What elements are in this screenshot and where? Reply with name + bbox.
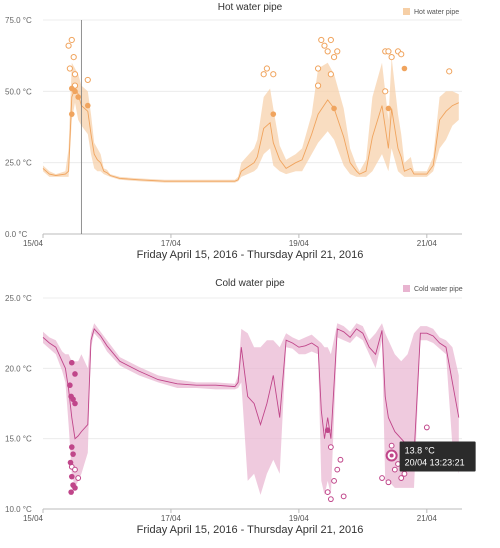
x-tick-label: 19/04 <box>289 239 310 248</box>
min-marker[interactable] <box>388 442 395 449</box>
min-marker[interactable] <box>398 475 405 481</box>
filled-marker[interactable] <box>270 111 277 117</box>
legend[interactable]: Cold water pipe <box>403 285 463 293</box>
y-tick-label: 10.0 °C <box>5 505 32 514</box>
min-marker[interactable] <box>391 466 398 473</box>
max-marker[interactable] <box>84 76 91 84</box>
filled-marker[interactable] <box>68 473 75 480</box>
tooltip: 13.8 °C 20/04 13:23:21 <box>399 441 476 472</box>
legend-swatch[interactable] <box>403 285 410 292</box>
min-marker[interactable] <box>324 489 331 496</box>
min-marker[interactable] <box>401 470 408 477</box>
filled-marker[interactable] <box>68 359 75 366</box>
x-tick-label: 21/04 <box>417 239 438 248</box>
min-marker[interactable] <box>337 456 344 463</box>
filled-marker[interactable] <box>331 105 337 112</box>
filled-marker[interactable] <box>67 382 73 389</box>
filled-marker[interactable] <box>68 444 75 450</box>
filled-marker[interactable] <box>84 102 91 109</box>
max-marker[interactable] <box>321 42 328 49</box>
max-marker[interactable] <box>398 51 405 58</box>
max-marker[interactable] <box>334 48 341 55</box>
tooltip-value: 13.8 °C <box>405 446 436 456</box>
filled-marker[interactable] <box>67 459 74 466</box>
tooltip-box <box>399 441 476 472</box>
max-marker[interactable] <box>388 53 395 61</box>
max-marker[interactable] <box>270 71 277 78</box>
min-marker[interactable] <box>334 466 341 473</box>
min-marker[interactable] <box>423 424 430 431</box>
legend-label: Cold water pipe <box>414 286 463 293</box>
max-marker[interactable] <box>260 71 267 78</box>
max-marker[interactable] <box>318 36 325 44</box>
x-tick-label: 21/04 <box>417 514 438 523</box>
filled-marker[interactable] <box>385 105 392 112</box>
x-tick-label: 15/04 <box>23 514 44 523</box>
filled-marker[interactable] <box>72 88 78 95</box>
range-band <box>43 57 459 183</box>
x-axis-label: Friday April 15, 2016 - Thursday April 2… <box>137 524 364 536</box>
y-tick-label: 15.0 °C <box>5 435 32 444</box>
y-tick-label: 50.0 °C <box>5 87 32 96</box>
filled-marker[interactable] <box>401 65 408 72</box>
y-tick-label: 0.0 °C <box>5 230 28 239</box>
x-tick-label: 17/04 <box>161 239 182 248</box>
series-line <box>42 327 460 457</box>
filled-marker[interactable] <box>68 111 75 117</box>
min-marker[interactable] <box>327 496 334 503</box>
max-marker[interactable] <box>263 65 270 72</box>
filled-marker[interactable] <box>324 427 331 434</box>
legend-swatch[interactable] <box>403 8 410 15</box>
filled-marker[interactable] <box>72 485 78 491</box>
range-band <box>43 323 459 495</box>
x-tick-label: 19/04 <box>289 514 310 523</box>
x-tick-label: 15/04 <box>23 239 44 248</box>
legend[interactable]: Hot water pipe <box>403 8 459 16</box>
min-marker[interactable] <box>327 444 334 451</box>
y-tick-label: 25.0 °C <box>5 159 32 168</box>
max-marker[interactable] <box>327 71 334 78</box>
max-marker[interactable] <box>385 48 392 55</box>
chart-title: Cold water pipe <box>215 278 285 289</box>
max-marker[interactable] <box>65 42 72 49</box>
y-tick-label: 25.0 °C <box>5 294 32 303</box>
max-marker[interactable] <box>71 71 79 78</box>
x-tick-label: 17/04 <box>161 514 182 523</box>
chart-title: Hot water pipe <box>218 2 283 13</box>
y-tick-label: 20.0 °C <box>5 364 32 373</box>
filled-marker[interactable] <box>70 396 76 403</box>
max-marker[interactable] <box>327 36 334 44</box>
max-marker[interactable] <box>314 82 322 89</box>
min-marker[interactable] <box>331 477 337 484</box>
min-marker[interactable] <box>75 475 82 481</box>
tooltip-time: 20/04 13:23:21 <box>405 458 465 468</box>
filled-marker[interactable] <box>72 400 78 407</box>
series-line <box>42 87 459 182</box>
legend-label: Hot water pipe <box>414 9 459 16</box>
x-axis-label: Friday April 15, 2016 - Thursday April 2… <box>137 249 364 261</box>
max-marker[interactable] <box>314 65 322 72</box>
filled-marker[interactable] <box>70 451 76 457</box>
min-marker[interactable] <box>340 493 347 500</box>
hover-point-core <box>389 453 394 458</box>
min-marker[interactable] <box>379 475 385 481</box>
y-tick-label: 75.0 °C <box>5 16 32 25</box>
min-marker[interactable] <box>72 466 78 473</box>
hot-water-chart: 0.0 °C 25.0 °C 50.0 °C 75.0 °C 15/04 17/04 19/… <box>5 2 462 261</box>
max-marker[interactable] <box>68 36 75 44</box>
filled-marker[interactable] <box>68 489 74 495</box>
max-marker[interactable] <box>70 53 77 61</box>
min-marker[interactable] <box>385 479 392 486</box>
cold-water-chart: 10.0 °C 15.0 °C 20.0 °C 25.0 °C 15/04 17/04 19… <box>5 278 476 536</box>
max-marker[interactable] <box>382 88 389 95</box>
max-marker[interactable] <box>446 68 453 75</box>
max-marker[interactable] <box>330 53 338 61</box>
max-marker[interactable] <box>324 48 331 55</box>
filled-marker[interactable] <box>72 371 78 377</box>
max-marker[interactable] <box>66 65 73 72</box>
filled-marker[interactable] <box>75 94 81 100</box>
